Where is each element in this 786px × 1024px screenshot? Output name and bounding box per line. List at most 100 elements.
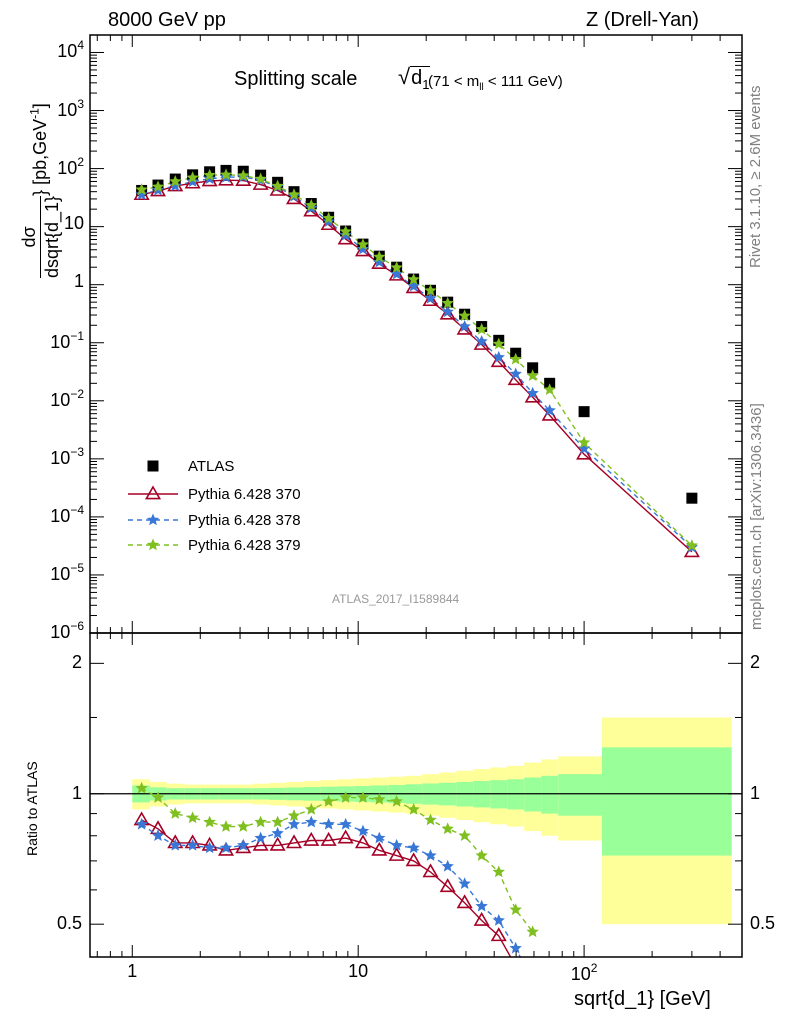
point-3-13 xyxy=(356,238,370,250)
point-0-25 xyxy=(578,406,590,418)
point-2-19 xyxy=(458,320,471,332)
ratio-point-2-23 xyxy=(526,925,539,938)
watermark: ATLAS_2017_I1589844 xyxy=(332,592,460,606)
y-tick-label: 10 xyxy=(63,212,84,233)
ratio-y-tick-label: 1 xyxy=(71,782,82,803)
ratio-point-1-0 xyxy=(135,817,148,830)
ratio-point-0-23 xyxy=(526,1013,539,1024)
point-0-23 xyxy=(527,362,539,374)
ratio-point-0-20 xyxy=(473,911,490,926)
point-2-25 xyxy=(577,442,591,454)
legend-marker-1 xyxy=(144,485,162,500)
ratio-point-1-12 xyxy=(339,817,352,830)
point-3-8 xyxy=(271,179,284,192)
band-inner xyxy=(558,774,602,816)
legend-label-atlas: ATLAS xyxy=(188,458,235,475)
point-2-20 xyxy=(475,335,488,347)
point-1-9 xyxy=(285,190,303,205)
y-tick-label: 1 xyxy=(73,270,84,291)
y-tick-label: 104 xyxy=(57,38,84,62)
point-2-24 xyxy=(543,404,556,416)
ratio-point-1-19 xyxy=(458,877,471,889)
ratio-point-2-21 xyxy=(492,865,505,878)
y-tick-label: 10−1 xyxy=(50,328,84,352)
legend-marker-0 xyxy=(147,460,159,472)
ratio-point-0-21 xyxy=(490,927,507,942)
ratio-point-1-23 xyxy=(526,974,538,986)
ratio-point-0-19 xyxy=(456,894,473,909)
point-2-15 xyxy=(390,267,403,280)
legend-marker-2 xyxy=(146,513,160,526)
ratio-point-1-15 xyxy=(390,838,403,851)
point-3-19 xyxy=(458,309,471,322)
point-3-9 xyxy=(287,188,301,200)
ratio-point-0-6 xyxy=(235,839,252,854)
ratio-point-2-2 xyxy=(169,807,182,819)
mcplots-label: mcplots.cern.ch [arXiv:1306.3436] xyxy=(748,403,765,630)
y-tick-label: 10−3 xyxy=(50,444,84,468)
ratio-point-1-7 xyxy=(254,831,267,844)
point-2-17 xyxy=(424,291,437,304)
point-3-2 xyxy=(169,174,182,187)
ratio-point-1-11 xyxy=(322,817,335,830)
header-right: Z (Drell-Yan) xyxy=(586,9,699,31)
point-2-21 xyxy=(492,350,505,363)
point-3-18 xyxy=(441,296,454,309)
header-left: 8000 GeV pp xyxy=(108,9,226,31)
ratio-point-0-8 xyxy=(269,836,286,851)
ratio-point-2-1 xyxy=(151,791,165,803)
point-1-8 xyxy=(269,181,286,196)
ratio-point-0-10 xyxy=(303,831,320,846)
ratio-point-2-3 xyxy=(186,811,199,824)
legend-label-378: Pythia 6.428 378 xyxy=(188,512,301,529)
ratio-point-2-10 xyxy=(305,802,318,815)
ratio-y-axis-label: Ratio to ATLAS xyxy=(24,761,40,856)
point-3-4 xyxy=(203,168,216,181)
y-tick-label: 103 xyxy=(57,96,84,120)
ratio-point-2-8 xyxy=(271,815,284,828)
point-3-21 xyxy=(492,337,505,350)
point-3-20 xyxy=(475,322,488,335)
ratio-point-1-20 xyxy=(475,899,488,912)
ratio-point-2-19 xyxy=(458,829,471,842)
ratio-point-1-1 xyxy=(151,829,165,842)
ratio-point-1-16 xyxy=(407,841,420,854)
point-2-14 xyxy=(373,255,386,268)
point-3-23 xyxy=(526,369,539,382)
top-series xyxy=(133,164,700,558)
point-1-19 xyxy=(456,320,473,335)
title-sqrt-symbol: √d1 xyxy=(398,64,431,92)
point-3-0 xyxy=(135,183,148,195)
ratio-point-1-18 xyxy=(441,859,454,872)
ratio-point-1-6 xyxy=(237,838,250,851)
ratio-point-0-7 xyxy=(252,836,269,851)
point-3-22 xyxy=(509,352,522,365)
ratio-frame xyxy=(89,632,743,958)
ratio-series xyxy=(133,781,539,1024)
legend-label-370: Pythia 6.428 370 xyxy=(188,486,301,503)
ratio-point-0-16 xyxy=(405,852,422,867)
point-3-17 xyxy=(424,284,437,296)
point-3-14 xyxy=(373,250,386,263)
point-3-26 xyxy=(685,539,699,551)
chart-title: Splitting scale xyxy=(234,68,357,91)
ratio-point-1-21 xyxy=(492,913,505,926)
ratio-point-0-11 xyxy=(320,831,337,846)
x-tick-label: 1 xyxy=(127,961,138,981)
chart-subtitle: (71 < mll < 111 GeV) xyxy=(428,73,563,93)
ratio-point-2-12 xyxy=(339,791,352,803)
point-1-17 xyxy=(422,292,439,307)
ratio-y-tick-label-right: 0.5 xyxy=(750,913,776,934)
ratio-point-1-14 xyxy=(373,831,386,844)
ratio-point-2-14 xyxy=(373,793,386,805)
ratio-point-2-7 xyxy=(254,815,267,828)
ratio-point-0-15 xyxy=(388,846,405,861)
ratio-point-2-16 xyxy=(407,802,420,815)
point-2-0 xyxy=(135,188,148,200)
point-3-16 xyxy=(407,272,420,285)
ratio-point-2-9 xyxy=(287,809,301,821)
y-tick-label: 10−6 xyxy=(50,619,84,642)
y-axis-label: dσ dsqrt{d_1} } [pb,GeV-1] xyxy=(18,103,62,278)
x-tick-label: 102 xyxy=(570,961,598,984)
